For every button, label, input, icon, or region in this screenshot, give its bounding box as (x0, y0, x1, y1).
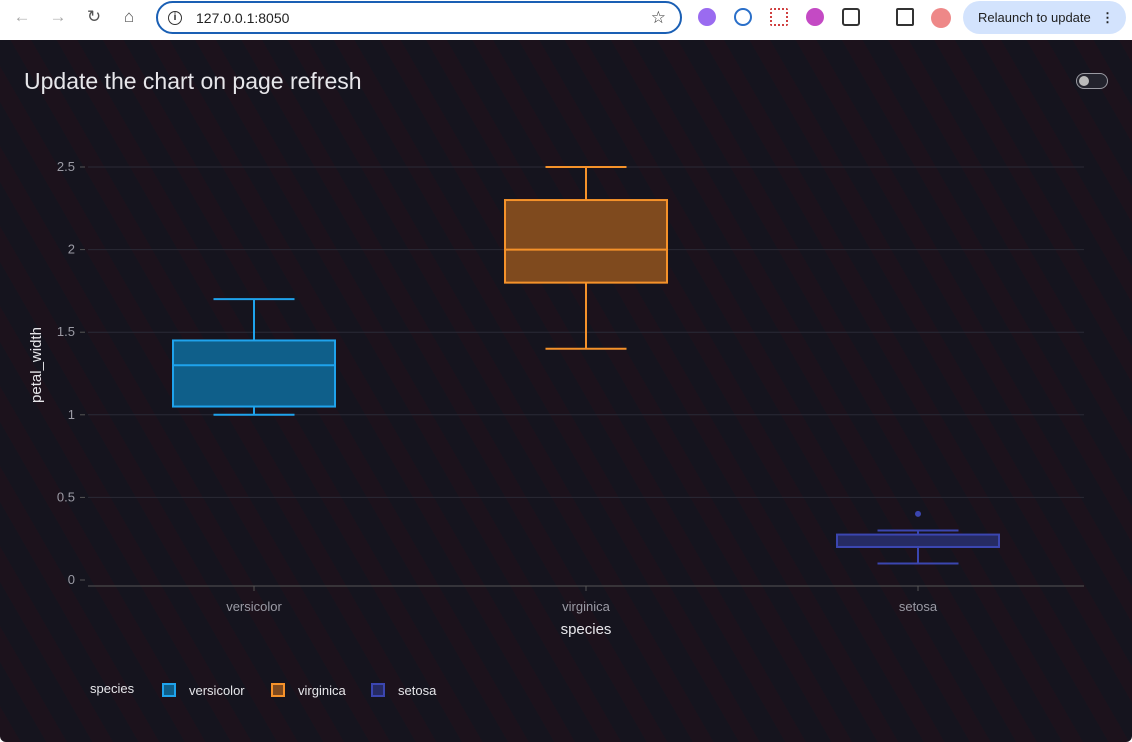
relaunch-label: Relaunch to update (978, 10, 1091, 25)
dashboard-page: Update the chart on page refresh (0, 40, 1132, 742)
x-tick-label: setosa (899, 599, 938, 614)
x-tick-label: versicolor (226, 599, 282, 614)
back-icon[interactable]: ← (13, 7, 31, 26)
legend-item-versicolor: versicolor (189, 683, 245, 698)
legend-title: species (90, 681, 135, 696)
x-axis-title: species (561, 621, 612, 638)
y-tick-label: 2.5 (57, 159, 75, 174)
reload-icon[interactable]: ↻ (86, 7, 102, 26)
y-tick-label: 2 (68, 242, 75, 257)
y-tick-label: 0.5 (57, 489, 75, 504)
forward-icon[interactable]: → (49, 7, 67, 26)
home-icon[interactable]: ⌂ (123, 7, 135, 26)
y-tick-label: 1.5 (57, 324, 75, 339)
box-versicolor (172, 339, 336, 408)
toggle-knob (1079, 75, 1089, 86)
extension-icon[interactable] (734, 8, 752, 26)
extension-icon[interactable] (698, 8, 716, 26)
site-info-icon[interactable]: i (168, 10, 182, 25)
y-tick-label: 0 (68, 572, 75, 587)
y-tick-label: 1 (68, 407, 75, 422)
box-plot: 0 0.5 1 1.5 2 2.5 versicolor virginica setosa spe… (28, 159, 1084, 698)
extensions-puzzle-icon[interactable] (842, 8, 860, 26)
profile-avatar[interactable] (931, 8, 951, 28)
browser-toolbar: ← → ↻ ⌂ i 127.0.0.1:8050 ☆ Relaunch to u… (0, 0, 1132, 40)
legend-swatch-versicolor (162, 683, 176, 697)
page-title: Update the chart on page refresh (24, 68, 362, 94)
y-axis-title: petal_width (28, 327, 45, 403)
relaunch-button[interactable]: Relaunch to update ⋮ (963, 1, 1126, 34)
extension-icon[interactable] (770, 8, 788, 26)
bookmark-star-icon[interactable]: ☆ (650, 7, 666, 27)
legend-item-setosa: setosa (398, 683, 437, 698)
box-virginica (504, 199, 668, 284)
address-bar[interactable]: i 127.0.0.1:8050 ☆ (156, 1, 682, 34)
outlier-point (915, 510, 921, 517)
side-panel-icon[interactable] (896, 8, 914, 26)
box-setosa (836, 533, 1000, 548)
url-text[interactable]: 127.0.0.1:8050 (196, 9, 290, 26)
menu-dots-icon[interactable]: ⋮ (1101, 9, 1114, 25)
x-tick-label: virginica (562, 599, 610, 614)
extension-icon[interactable] (806, 8, 824, 26)
legend-item-virginica: virginica (298, 683, 346, 698)
legend-swatch-virginica (271, 683, 285, 697)
legend-swatch-setosa (371, 683, 385, 697)
refresh-toggle[interactable] (1076, 73, 1108, 89)
